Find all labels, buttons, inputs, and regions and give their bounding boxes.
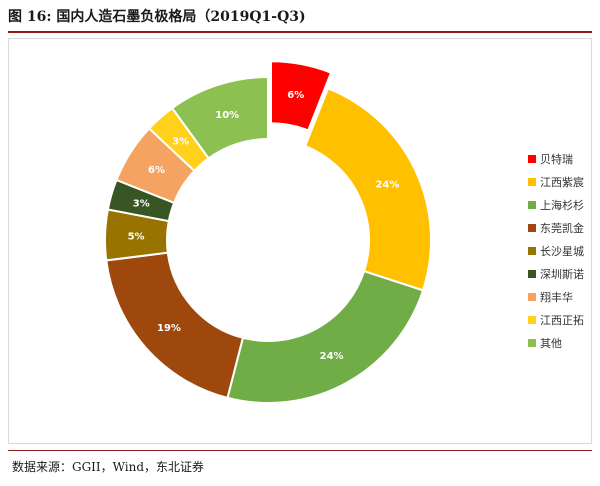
legend-item-6: 深圳斯诺 [528, 262, 584, 285]
legend-item-2: 江西紫宸 [528, 170, 584, 193]
donut-slice-9 [170, 75, 269, 160]
legend-item-3: 上海杉杉 [528, 193, 584, 216]
bottom-rule [8, 450, 592, 451]
legend-swatch [528, 269, 536, 278]
legend-item-1: 贝特瑞 [528, 147, 584, 170]
legend-label: 长沙星城 [540, 244, 584, 258]
slice-label-8: 3% [172, 136, 189, 147]
slice-label-4: 19% [157, 323, 181, 334]
legend-label: 翔丰华 [540, 290, 573, 304]
legend-label: 江西正拓 [540, 313, 584, 327]
legend-label: 上海杉杉 [540, 198, 584, 212]
legend-swatch [528, 292, 536, 301]
donut-slice-1 [269, 60, 333, 132]
chart-legend: 贝特瑞江西紫宸上海杉杉东莞凯金长沙星城深圳斯诺翔丰华江西正拓其他 [528, 147, 584, 354]
legend-item-7: 翔丰华 [528, 285, 584, 308]
slice-label-2: 24% [375, 179, 399, 190]
legend-swatch [528, 246, 536, 255]
legend-label: 其他 [540, 336, 562, 350]
slice-label-3: 24% [320, 351, 344, 362]
legend-swatch [528, 177, 536, 186]
donut-slice-2 [303, 87, 432, 292]
legend-swatch [528, 223, 536, 232]
slice-label-5: 5% [128, 231, 145, 242]
legend-label: 贝特瑞 [540, 152, 573, 166]
legend-label: 东莞凯金 [540, 221, 584, 235]
title-rule [8, 31, 592, 33]
legend-swatch [528, 315, 536, 324]
legend-item-4: 东莞凯金 [528, 216, 584, 239]
figure-title: 图 16: 国内人造石墨负极格局（2019Q1-Q3) [8, 9, 306, 25]
legend-item-8: 江西正拓 [528, 308, 584, 331]
legend-swatch [528, 200, 536, 209]
slice-label-9: 10% [215, 110, 239, 121]
slice-label-6: 3% [133, 199, 150, 210]
legend-swatch [528, 154, 536, 163]
legend-label: 江西紫宸 [540, 175, 584, 189]
donut-slice-3 [226, 269, 425, 404]
legend-item-9: 其他 [528, 331, 584, 354]
slice-label-1: 6% [287, 90, 304, 101]
legend-item-5: 长沙星城 [528, 239, 584, 262]
legend-label: 深圳斯诺 [540, 267, 584, 281]
source-note: 数据来源：GGII，Wind，东北证券 [12, 460, 205, 474]
legend-swatch [528, 338, 536, 347]
slice-label-7: 6% [148, 165, 165, 176]
